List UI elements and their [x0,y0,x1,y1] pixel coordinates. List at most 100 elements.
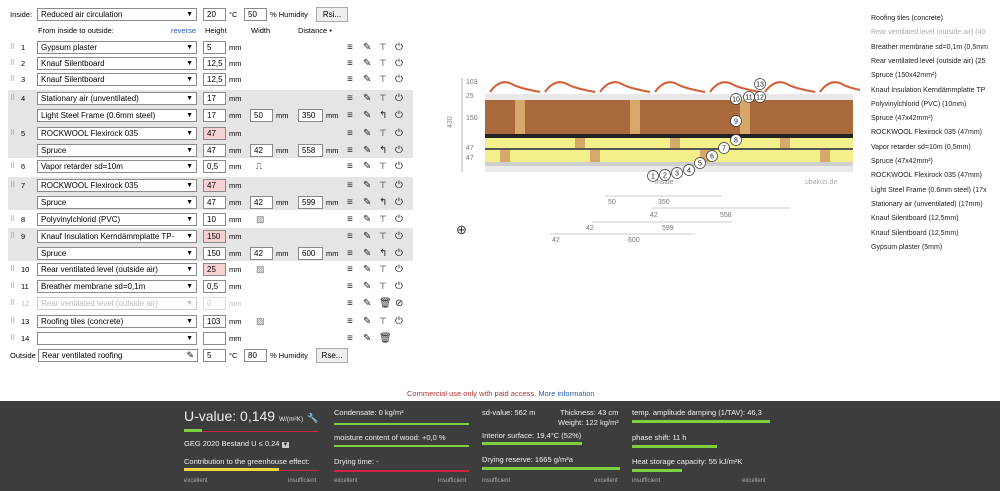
drag-handle-icon[interactable]: ⠿ [10,130,16,137]
menu-icon[interactable]: ≡ [347,248,353,259]
add-layer-icon[interactable]: ⊤ [379,214,387,224]
layer-height-input[interactable]: 47 [203,127,226,140]
drag-handle-icon[interactable]: ⠿ [10,233,16,240]
layer-height-input[interactable]: 0 [203,297,226,310]
distance-input[interactable]: 599 [298,196,323,209]
distance-input[interactable]: 558 [298,144,323,157]
power-icon[interactable]: ⏻ [395,128,403,139]
pencil-icon[interactable]: ✎ [363,281,372,292]
drag-handle-icon[interactable]: ⠿ [10,300,16,307]
add-layer-icon[interactable]: ⊤ [379,42,387,52]
add-layer-icon[interactable]: ⊤ [379,264,387,274]
inside-temp-input[interactable]: 20 [203,8,226,21]
layer-material-select[interactable]: Roofing tiles (concrete) ▼ [37,315,197,328]
power-icon[interactable]: ⏻ [395,93,403,104]
layer-height-input[interactable]: 12,5 [203,57,226,70]
sub-material-select[interactable]: Spruce ▼ [37,144,197,157]
power-icon[interactable]: ⏻ [395,264,403,275]
undo-icon[interactable]: ↰ [379,145,388,156]
menu-icon[interactable]: ≡ [347,110,353,121]
power-icon[interactable]: ⏻ [395,281,403,292]
power-icon[interactable]: ⏻ [395,74,403,85]
pencil-icon[interactable]: ✎ [363,74,372,85]
drag-handle-icon[interactable]: ⠿ [10,266,16,273]
power-icon[interactable]: ⏻ [395,145,403,156]
pencil-icon[interactable]: ✎ [363,197,372,208]
add-layer-icon[interactable]: ⊤ [379,93,387,103]
pencil-icon[interactable]: ✎ [363,145,372,156]
pencil-icon[interactable]: ✎ [363,316,372,327]
layer-height-input[interactable]: 25 [203,263,226,276]
add-layer-icon[interactable]: ⊤ [379,161,387,171]
layer-material-select[interactable]: Knauf Silentboard ▼ [37,57,197,70]
pencil-icon[interactable]: ✎ [363,110,372,121]
undo-icon[interactable]: ↰ [379,248,388,259]
add-layer-icon[interactable]: ⊤ [379,74,387,84]
pencil-icon[interactable]: ✎ [363,214,372,225]
layer-material-select[interactable]: Rear ventilated level (outside air) ▼ [37,263,197,276]
width-input[interactable]: 42 [250,144,273,157]
layer-material-select[interactable]: ROCKWOOL Flexirock 035 ▼ [37,179,197,192]
menu-icon[interactable]: ≡ [347,333,353,344]
pencil-icon[interactable]: ✎ [363,93,372,104]
layer-height-input[interactable]: 10 [203,213,226,226]
drag-handle-icon[interactable]: ⠿ [10,44,16,51]
layer-material-select[interactable]: Rear ventilated level (outside air) ▼ [37,297,197,310]
power-icon[interactable]: ⏻ [395,58,403,69]
reverse-link[interactable]: reverse [171,26,197,35]
add-layer-icon[interactable]: ⊤ [379,316,387,326]
pencil-icon[interactable]: ✎ [363,248,372,259]
drag-handle-icon[interactable]: ⠿ [10,283,16,290]
menu-icon[interactable]: ≡ [347,42,353,53]
menu-icon[interactable]: ≡ [347,74,353,85]
menu-icon[interactable]: ≡ [347,58,353,69]
drag-handle-icon[interactable]: ⠿ [10,60,16,67]
inside-climate-select[interactable]: Reduced air circulation ▼ [37,8,197,21]
add-layer-icon[interactable]: ⊤ [379,281,387,291]
layer-height-input[interactable]: 12,5 [203,73,226,86]
menu-icon[interactable]: ≡ [347,214,353,225]
layer-material-select[interactable]: Polyvinylchlorid (PVC) ▼ [37,213,197,226]
layer-height-input[interactable]: 103 [203,315,226,328]
power-icon[interactable]: ⏻ [395,161,403,172]
more-info-link[interactable]: More information [538,389,595,398]
menu-icon[interactable]: ≡ [347,161,353,172]
layer-material-select[interactable]: Vapor retarder sd=10m ▼ [37,160,197,173]
drag-handle-icon[interactable]: ⠿ [10,95,16,102]
sub-height-input[interactable]: 17 [203,109,226,122]
sub-material-select[interactable]: Spruce ▼ [37,196,197,209]
outside-humidity-input[interactable]: 80 [244,349,267,362]
pencil-icon[interactable]: ✎ [363,180,372,191]
layer-material-select[interactable]: ROCKWOOL Flexirock 035 ▼ [37,127,197,140]
drag-handle-icon[interactable]: ⠿ [10,76,16,83]
power-icon[interactable]: ⏻ [395,214,403,225]
sub-height-input[interactable]: 47 [203,144,226,157]
add-layer-icon[interactable]: ⊤ [379,58,387,68]
sub-height-input[interactable]: 150 [203,247,226,260]
pencil-icon[interactable]: ✎ [363,128,372,139]
width-input[interactable]: 42 [250,247,273,260]
undo-icon[interactable]: ↰ [379,110,388,121]
menu-icon[interactable]: ≡ [347,128,353,139]
pencil-icon[interactable]: ✎ [363,161,372,172]
pencil-icon[interactable]: ✎ [363,298,372,309]
menu-icon[interactable]: ≡ [347,180,353,191]
menu-icon[interactable]: ≡ [347,145,353,156]
pencil-icon[interactable]: ✎ [363,58,372,69]
sub-material-select[interactable]: Light Steel Frame (0.6mm steel) ▼ [37,109,197,122]
layer-height-input[interactable]: 0,5 [203,280,226,293]
layer-height-input[interactable]: 150 [203,230,226,243]
layer-material-select[interactable]: Stationary air (unventilated) ▼ [37,92,197,105]
zoom-icon[interactable]: ⊕ [456,222,467,237]
power-icon[interactable]: ⏻ [395,110,403,121]
undo-icon[interactable]: ↰ [379,197,388,208]
pencil-icon[interactable]: ✎ [363,264,372,275]
inside-humidity-input[interactable]: 50 [244,8,267,21]
menu-icon[interactable]: ≡ [347,298,353,309]
outside-climate-select[interactable]: Rear ventilated roofing ✎ [38,349,198,362]
layer-material-select[interactable]: Gypsum plaster ▼ [37,41,197,54]
pencil-icon[interactable]: ✎ [363,231,372,242]
drag-handle-icon[interactable]: ⠿ [10,216,16,223]
menu-icon[interactable]: ≡ [347,197,353,208]
power-icon[interactable]: ⏻ [395,180,403,191]
